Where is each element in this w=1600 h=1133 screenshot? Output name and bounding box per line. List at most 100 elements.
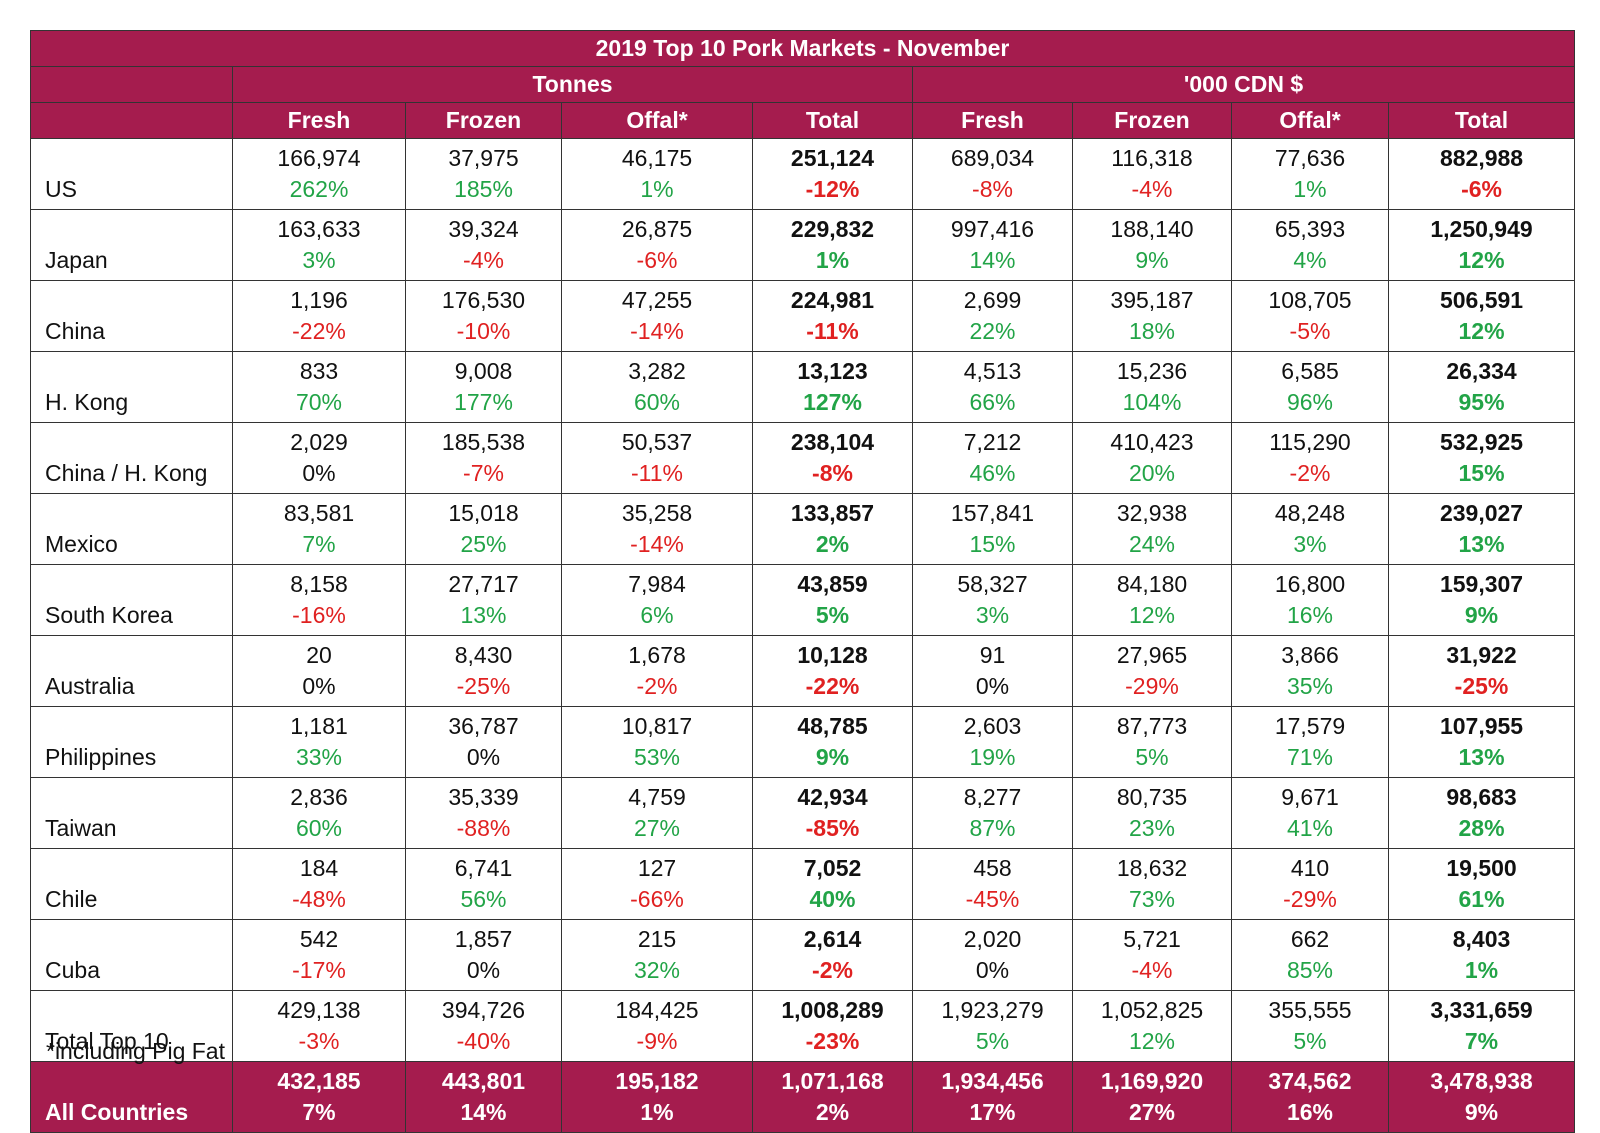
percent-change: 96%	[1286, 389, 1334, 415]
value: 224,981	[790, 287, 875, 313]
data-cell: 15,236 104%	[1072, 351, 1232, 423]
percent-change: 70%	[295, 389, 343, 415]
percent-change: -4%	[1131, 176, 1173, 202]
data-cell: 107,955 13%	[1387, 706, 1576, 778]
percent-change: 13%	[1458, 744, 1505, 770]
value: 532,925	[1439, 429, 1524, 455]
table-row: Chile 184 -48% 6,741 56% 127 -66% 7,052 40% 458 -4…	[30, 848, 1576, 920]
data-cell: 31,922 -25%	[1387, 635, 1576, 707]
data-cell: 395,187 18%	[1072, 280, 1232, 352]
value: 83,581	[283, 500, 355, 526]
table-row: H. Kong 833 70% 9,008 177% 3,282 60% 13,123 127%…	[30, 351, 1576, 423]
percent-change: 9%	[1464, 602, 1499, 628]
data-cell: 32,938 24%	[1072, 493, 1232, 565]
percent-change: 33%	[295, 744, 343, 770]
data-cell: 98,683 28%	[1387, 777, 1576, 849]
value: 115,290	[1269, 429, 1351, 455]
data-cell: 176,530 -10%	[405, 280, 562, 352]
data-cell: 251,124 -12%	[752, 138, 913, 210]
percent-change: 41%	[1286, 815, 1334, 841]
value: 184,425	[615, 997, 699, 1023]
value: 238,104	[790, 429, 875, 455]
percent-change: 6%	[640, 602, 674, 628]
percent-change: -14%	[630, 318, 684, 344]
country-label: Taiwan	[30, 777, 233, 849]
percent-change: -25%	[1454, 673, 1509, 699]
value: 42,934	[797, 784, 868, 810]
value: 1,181	[290, 713, 348, 739]
value: 9,671	[1281, 784, 1339, 810]
value: 48,785	[797, 713, 868, 739]
country-label: US	[30, 138, 233, 210]
value: 1,250,949	[1430, 216, 1533, 242]
data-cell: 833 70%	[232, 351, 406, 423]
value: 3,478,938	[1430, 1068, 1533, 1094]
data-cell: 46,175 1%	[561, 138, 753, 210]
data-cell: 429,138 -3%	[232, 990, 406, 1062]
percent-change: 0%	[302, 673, 336, 699]
percent-change: 46%	[969, 460, 1016, 486]
column-header: Offal*	[561, 102, 753, 139]
data-cell: 47,255 -14%	[561, 280, 753, 352]
value: 239,027	[1439, 500, 1524, 526]
data-cell: 19,500 61%	[1387, 848, 1576, 920]
percent-change: 177%	[454, 389, 513, 415]
country-label: Australia	[30, 635, 233, 707]
data-cell: 3,478,938 9%	[1387, 1061, 1576, 1133]
percent-change: -8%	[972, 176, 1013, 202]
percent-change: 66%	[969, 389, 1016, 415]
value: 1,071,168	[781, 1068, 884, 1094]
data-cell: 48,248 3%	[1231, 493, 1389, 565]
data-cell: 882,988 -6%	[1387, 138, 1576, 210]
group-header-tonnes: Tonnes	[232, 66, 913, 103]
column-header: Frozen	[405, 102, 562, 139]
column-header: Fresh	[912, 102, 1073, 139]
percent-change: 22%	[969, 318, 1016, 344]
percent-change: -16%	[292, 602, 346, 628]
percent-change: 2%	[815, 531, 850, 557]
percent-change: 53%	[633, 744, 681, 770]
percent-change: 9%	[815, 744, 850, 770]
data-cell: 239,027 13%	[1387, 493, 1576, 565]
percent-change: 15%	[969, 531, 1016, 557]
percent-change: 12%	[1128, 1028, 1176, 1054]
data-cell: 163,633 3%	[232, 209, 406, 281]
data-cell: 7,984 6%	[561, 564, 753, 636]
data-cell: 36,787 0%	[405, 706, 562, 778]
value: 1,052,825	[1100, 997, 1204, 1023]
percent-change: 13%	[1458, 531, 1505, 557]
data-cell: 238,104 -8%	[752, 422, 913, 494]
percent-change: -40%	[456, 1028, 511, 1054]
data-cell: 224,981 -11%	[752, 280, 913, 352]
value: 98,683	[1446, 784, 1517, 810]
data-cell: 115,290 -2%	[1231, 422, 1389, 494]
value: 16,800	[1274, 571, 1346, 597]
value: 229,832	[790, 216, 875, 242]
value: 50,537	[621, 429, 693, 455]
data-cell: 184 -48%	[232, 848, 406, 920]
value: 13,123	[797, 358, 868, 384]
table-row: Cuba 542 -17% 1,857 0% 215 32% 2,614 -2% 2,020 0% 5…	[30, 919, 1576, 991]
percent-change: 5%	[1293, 1028, 1327, 1054]
percent-change: -17%	[292, 957, 346, 983]
value: 18,632	[1116, 855, 1188, 881]
percent-change: -2%	[636, 673, 678, 699]
value: 8,403	[1452, 926, 1511, 952]
value: 833	[299, 358, 339, 384]
data-cell: 3,282 60%	[561, 351, 753, 423]
percent-change: 104%	[1122, 389, 1182, 415]
percent-change: 17%	[969, 1099, 1016, 1125]
percent-change: -23%	[805, 1028, 860, 1054]
data-cell: 185,538 -7%	[405, 422, 562, 494]
country-label: Cuba	[30, 919, 233, 991]
data-cell: 50,537 -11%	[561, 422, 753, 494]
percent-change: 185%	[454, 176, 513, 202]
percent-change: 12%	[1458, 318, 1505, 344]
data-cell: 506,591 12%	[1387, 280, 1576, 352]
data-cell: 997,416 14%	[912, 209, 1073, 281]
data-cell: 2,614 -2%	[752, 919, 913, 991]
data-cell: 6,741 56%	[405, 848, 562, 920]
value: 184	[299, 855, 339, 881]
country-label: Mexico	[30, 493, 233, 565]
data-cell: 26,334 95%	[1387, 351, 1576, 423]
